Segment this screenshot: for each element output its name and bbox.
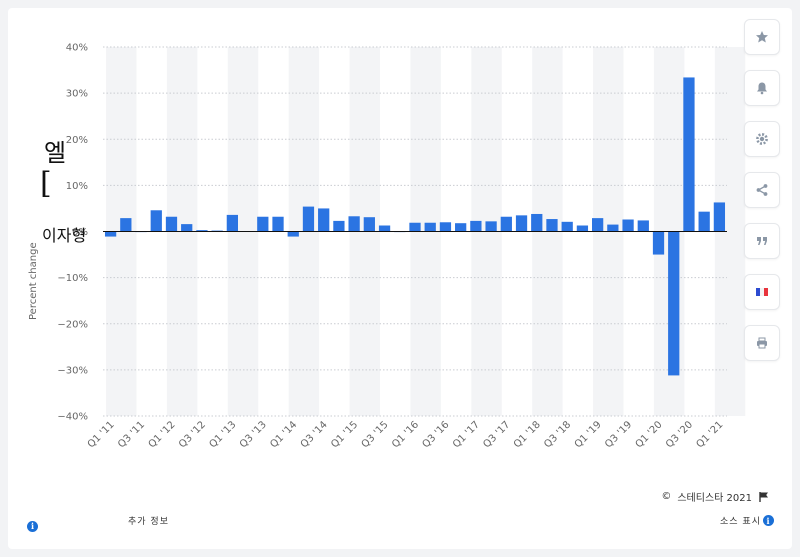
- bar[interactable]: [531, 213, 543, 232]
- bar[interactable]: [455, 223, 467, 232]
- bar[interactable]: [196, 230, 208, 232]
- settings-button[interactable]: [744, 121, 780, 157]
- x-tick-label: Q3 '14: [299, 419, 330, 450]
- bar[interactable]: [592, 218, 604, 232]
- notification-button[interactable]: [744, 70, 780, 106]
- bar[interactable]: [515, 215, 528, 232]
- y-tick-label: −20%: [57, 319, 88, 330]
- bar[interactable]: [546, 219, 558, 232]
- bar[interactable]: [226, 214, 238, 232]
- y-tick-label: −40%: [57, 412, 88, 423]
- y-tick-label: 30%: [66, 89, 88, 100]
- language-button[interactable]: [744, 274, 780, 310]
- y-tick-label: 40%: [66, 43, 88, 54]
- bar[interactable]: [652, 231, 665, 255]
- bar[interactable]: [698, 211, 710, 232]
- bar[interactable]: [485, 221, 497, 232]
- more-info-link[interactable]: 추가 정보: [128, 517, 169, 527]
- x-tick-label: Q3 '15: [360, 419, 391, 450]
- share-icon: [756, 184, 768, 196]
- flag-fr-icon: [756, 288, 768, 296]
- bar[interactable]: [333, 220, 345, 232]
- copyright-credit: © 스테티스타 2021: [661, 489, 770, 504]
- y-axis-label: Percent change: [28, 242, 39, 320]
- quote-icon: [757, 237, 767, 245]
- bar[interactable]: [500, 216, 512, 232]
- bar[interactable]: [272, 216, 284, 232]
- x-tick-label: Q1 '21: [694, 419, 725, 450]
- x-tick-label: Q3 '17: [481, 419, 512, 450]
- x-tick-label: Q1 '14: [268, 419, 299, 450]
- bar[interactable]: [181, 224, 193, 232]
- y-tick-label: −10%: [57, 273, 88, 284]
- x-tick-label: Q1 '16: [390, 419, 421, 450]
- bar[interactable]: [257, 216, 269, 232]
- gear-icon: [756, 133, 768, 145]
- bar[interactable]: [104, 231, 117, 237]
- print-button[interactable]: [744, 325, 780, 361]
- statista-credit-link[interactable]: 스테티스타 2021: [677, 493, 752, 504]
- x-tick-label: Q3 '20: [664, 419, 695, 450]
- bar[interactable]: [668, 231, 680, 376]
- info-icon[interactable]: i: [27, 514, 38, 533]
- bar[interactable]: [424, 222, 436, 232]
- bar[interactable]: [713, 202, 726, 232]
- x-tick-label: Q3 '12: [177, 419, 208, 450]
- bell-icon: [757, 82, 767, 95]
- x-tick-label: Q1 '13: [207, 419, 238, 450]
- x-tick-label: Q1 '20: [634, 419, 665, 450]
- overlay-char-ijahyeong: 이자형: [42, 226, 87, 245]
- show-source-link[interactable]: 소스 표시 i: [720, 514, 774, 527]
- overlay-bracket: [: [40, 166, 52, 201]
- x-tick-label: Q1 '18: [512, 419, 543, 450]
- bar[interactable]: [439, 222, 452, 232]
- x-tick-label: Q3 '16: [421, 419, 452, 450]
- bar[interactable]: [607, 224, 619, 232]
- y-tick-label: 20%: [66, 135, 88, 146]
- x-tick-label: Q3 '18: [542, 419, 573, 450]
- star-icon: [756, 31, 768, 43]
- bar[interactable]: [576, 225, 589, 232]
- y-tick-label: 0%: [72, 227, 88, 238]
- copyright-symbol: ©: [661, 491, 672, 502]
- y-tick-label: −30%: [57, 365, 88, 376]
- show-source-label: 소스 표시: [720, 517, 761, 527]
- x-tick-label: Q1 '17: [451, 419, 482, 450]
- bar[interactable]: [470, 220, 482, 232]
- bar[interactable]: [363, 217, 375, 232]
- bar[interactable]: [348, 216, 360, 232]
- bar[interactable]: [150, 210, 162, 232]
- x-tick-label: Q1 '11: [86, 419, 117, 450]
- bar[interactable]: [409, 222, 421, 232]
- bar[interactable]: [622, 219, 634, 232]
- x-tick-label: Q3 '11: [116, 419, 147, 450]
- bar[interactable]: [318, 208, 330, 232]
- flag-icon: [759, 491, 768, 502]
- sidebar-toolbar: [744, 19, 780, 376]
- y-tick-label: 10%: [66, 181, 88, 192]
- bar[interactable]: [378, 225, 391, 232]
- bar[interactable]: [683, 77, 695, 232]
- favorite-button[interactable]: [744, 19, 780, 55]
- share-button[interactable]: [744, 172, 780, 208]
- source-info-icon: i: [763, 515, 774, 526]
- bar[interactable]: [637, 220, 649, 232]
- cite-button[interactable]: [744, 223, 780, 259]
- print-icon: [757, 337, 767, 349]
- x-tick-label: Q1 '12: [147, 419, 178, 450]
- bar[interactable]: [165, 216, 178, 232]
- x-tick-label: Q1 '19: [573, 419, 604, 450]
- bar[interactable]: [302, 206, 315, 232]
- bar[interactable]: [287, 231, 299, 237]
- x-tick-label: Q3 '13: [238, 419, 269, 450]
- bar[interactable]: [120, 218, 132, 232]
- bar[interactable]: [561, 221, 573, 232]
- x-tick-label: Q3 '19: [603, 419, 634, 450]
- x-tick-label: Q1 '15: [329, 419, 360, 450]
- overlay-char-el: 엘: [44, 139, 67, 167]
